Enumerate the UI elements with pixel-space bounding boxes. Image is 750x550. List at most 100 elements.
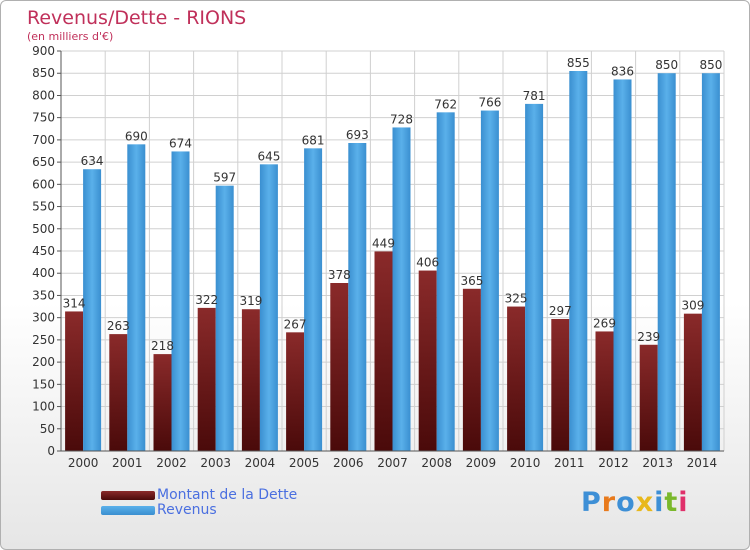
data-label-debt: 239 [637,330,660,344]
data-label-revenue: 850 [655,58,678,72]
bar-revenue [569,71,588,451]
data-label-revenue: 645 [257,149,280,163]
data-label-debt: 269 [593,316,616,330]
data-label-revenue: 850 [699,58,722,72]
data-label-revenue: 855 [567,56,590,70]
logo-letter: i [654,487,665,518]
x-tick-label: 2011 [554,456,585,470]
x-tick-label: 2014 [687,456,718,470]
chart-title: Revenus/Dette - RIONS [27,7,247,29]
legend-swatch-debt [101,490,155,500]
logo-letter: t [664,487,679,518]
logo-letter: i [678,487,689,518]
x-tick-label: 2005 [289,456,320,470]
data-label-revenue: 690 [125,129,148,143]
x-tick-label: 2007 [377,456,408,470]
bar-revenue [613,79,632,451]
x-tick-label: 2010 [510,456,541,470]
data-label-revenue: 781 [523,89,546,103]
bar-revenue [127,144,146,452]
y-tick-label: 750 [32,111,55,125]
y-tick-label: 300 [32,311,55,325]
bar-debt [551,319,570,451]
x-tick-label: 2001 [112,456,143,470]
y-tick-label: 350 [32,288,55,302]
logo-letter: o [616,487,636,518]
data-label-revenue: 674 [169,136,192,150]
bar-revenue [348,143,367,451]
data-label-revenue: 762 [434,97,457,111]
data-label-revenue: 728 [390,112,413,126]
y-tick-label: 650 [32,155,55,169]
x-tick-label: 2008 [421,456,452,470]
bar-debt [595,331,614,451]
bar-revenue [525,103,544,451]
data-label-debt: 378 [328,268,351,282]
data-label-revenue: 836 [611,64,634,78]
y-tick-label: 700 [32,133,55,147]
data-label-debt: 449 [372,236,395,250]
x-tick-label: 2006 [333,456,364,470]
data-label-revenue: 634 [81,154,104,168]
data-label-revenue: 766 [478,96,501,110]
bar-revenue [480,110,499,452]
data-label-debt: 309 [681,299,704,313]
data-label-debt: 218 [151,339,174,353]
bar-debt [330,283,349,451]
x-tick-label: 2013 [642,456,673,470]
y-tick-label: 450 [32,244,55,258]
y-tick-label: 600 [32,177,55,191]
y-tick-label: 250 [32,333,55,347]
x-tick-label: 2012 [598,456,629,470]
bar-revenue [701,73,720,451]
bar-revenue [436,112,455,451]
bar-debt [65,311,84,451]
bar-debt [374,251,393,451]
y-tick-label: 0 [47,444,55,458]
data-label-debt: 263 [107,319,130,333]
bar-debt [683,313,702,451]
legend-label-revenue: Revenus [157,502,217,518]
y-tick-label: 800 [32,88,55,102]
data-label-revenue: 597 [213,171,236,185]
data-label-debt: 267 [284,317,307,331]
x-tick-label: 2004 [245,456,276,470]
y-tick-label: 850 [32,66,55,80]
y-tick-label: 50 [40,422,55,436]
logo-letter: x [635,487,655,518]
bar-debt [286,332,305,451]
bar-revenue [259,164,278,452]
y-tick-label: 550 [32,200,55,214]
bar-debt [153,354,172,451]
bar-revenue [171,151,190,451]
data-label-revenue: 681 [302,133,325,147]
data-label-debt: 297 [549,304,572,318]
logo-letter: P [581,487,602,518]
legend-swatch-revenue [101,505,155,515]
bar-debt [241,309,260,451]
y-tick-label: 500 [32,222,55,236]
bar-debt [197,307,216,451]
logo-letter: r [601,487,617,518]
x-tick-label: 2000 [68,456,99,470]
legend-label-debt: Montant de la Dette [157,487,298,503]
bar-debt [418,270,437,451]
bar-revenue [304,148,323,452]
y-tick-label: 100 [32,400,55,414]
data-label-debt: 325 [505,292,528,306]
data-label-debt: 314 [63,296,86,310]
x-tick-label: 2003 [200,456,231,470]
bar-debt [109,334,128,451]
x-tick-label: 2002 [156,456,187,470]
bar-revenue [83,169,102,451]
bar-debt [507,306,526,451]
y-tick-label: 400 [32,266,55,280]
x-tick-label: 2009 [466,456,497,470]
legend-item-revenue: Revenus [101,502,217,518]
bar-revenue [657,73,676,451]
data-label-revenue: 693 [346,128,369,142]
bar-debt [462,288,481,451]
data-label-debt: 365 [460,274,483,288]
